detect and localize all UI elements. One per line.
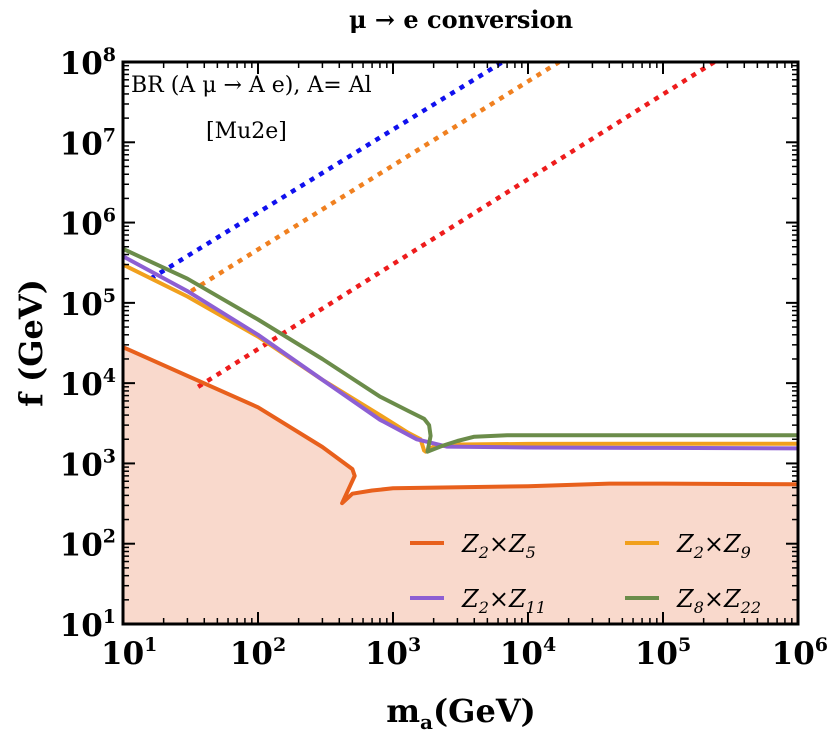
y-tick-label-3-exp: 3 [103,445,116,467]
y-tick-label-8: 108 [60,44,116,82]
y-tick-label-7: 107 [60,124,116,162]
x-tick-label-2-base: 10 [230,636,273,672]
x-tick-label-1-base: 10 [101,636,144,672]
y-tick-label-5-exp: 5 [103,285,116,307]
x-tick-label-3-exp: 3 [408,634,421,656]
y-axis-title: f (GeV) [12,279,50,407]
legend-label-4: Z8×Z22 [676,585,761,617]
x-axis-title: ma(GeV) [386,692,536,734]
x-tick-label-6-exp: 6 [815,634,828,656]
y-tick-label-7-exp: 7 [103,124,116,146]
x-axis-title-m: m [386,692,420,730]
y-tick-label-4: 104 [60,365,116,403]
series-line-4 [123,247,798,454]
x-tick-label-3: 103 [365,634,421,672]
dotted-lines [149,62,716,389]
x-tick-label-6: 106 [772,634,828,672]
dotted-line-3 [196,62,716,389]
series-lines [123,247,798,506]
x-axis-title-unit: (GeV) [433,692,536,730]
y-tick-label-4-exp: 4 [103,365,116,387]
x-tick-label-1: 101 [101,634,157,672]
y-tick-label-3: 103 [60,445,116,483]
y-tick-label-2: 102 [60,526,116,564]
x-tick-label-2-exp: 2 [273,634,286,656]
annotation-line1: BR (A μ → A e), A= Al [131,73,372,98]
y-tick-label-2-base: 10 [60,528,103,564]
x-axis-title-sub: a [420,710,433,734]
x-tick-label-5-base: 10 [635,636,678,672]
y-tick-label-6-exp: 6 [103,205,116,227]
ticks: 101 102 103 104 105 1061011021031041051061071… [60,44,828,672]
y-tick-label-2-exp: 2 [103,526,116,548]
y-tick-label-6: 106 [60,205,116,243]
legend-label-2: Z2×Z9 [676,530,751,562]
x-tick-label-4-base: 10 [500,636,543,672]
y-tick-label-4-base: 10 [60,367,103,403]
series-line-1 [123,345,798,506]
y-tick-label-7-base: 10 [60,126,103,162]
x-tick-label-4-exp: 4 [543,634,556,656]
y-tick-label-3-base: 10 [60,447,103,483]
x-tick-label-5-exp: 5 [678,634,691,656]
excluded-region [123,347,798,624]
series-line-3 [123,254,798,451]
x-tick-label-5: 105 [635,634,691,672]
x-tick-label-6-base: 10 [772,636,815,672]
x-tick-label-3-base: 10 [365,636,408,672]
annotation-line2: [Mu2e] [206,119,287,144]
y-tick-label-8-base: 10 [60,46,103,82]
dotted-line-1 [149,62,504,281]
y-tick-label-5-base: 10 [60,287,103,323]
y-tick-label-8-exp: 8 [103,44,116,66]
legend-label-1: Z2×Z5 [461,530,536,562]
y-tick-label-1: 101 [60,606,116,644]
y-tick-label-6-base: 10 [60,207,103,243]
plot-frame [121,60,800,626]
x-tick-label-2: 102 [230,634,286,672]
y-tick-label-1-base: 10 [60,608,103,644]
x-tick-label-1-exp: 1 [144,634,157,656]
y-tick-label-5: 105 [60,285,116,323]
x-tick-label-4: 104 [500,634,556,672]
y-tick-label-1-exp: 1 [103,606,116,628]
chart-title: μ → e conversion [349,5,573,34]
legend: Z2×Z5 Z2×Z9 Z2×Z11 Z8×Z22 [410,530,761,617]
legend-label-3: Z2×Z11 [461,585,546,617]
